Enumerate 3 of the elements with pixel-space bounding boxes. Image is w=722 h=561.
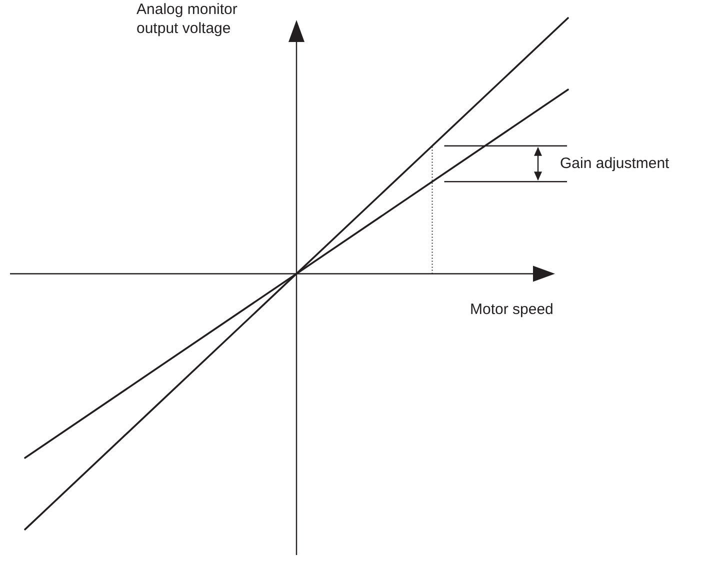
y-axis-title: Analog monitor output voltage xyxy=(136,0,238,38)
text: Gain adjustment xyxy=(560,154,670,173)
x-axis-title: Motor speed xyxy=(470,300,554,319)
